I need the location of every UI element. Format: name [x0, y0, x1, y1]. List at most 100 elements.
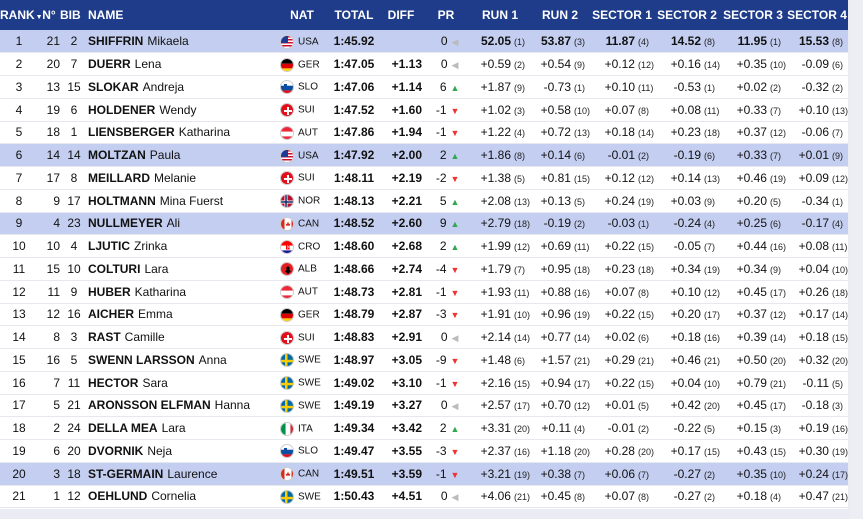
- col-diff-header[interactable]: DIFF: [387, 8, 415, 22]
- start-number-cell: 21: [46, 34, 60, 49]
- table-row[interactable]: 20 3 18 ST-GERMAIN Laurence CAN 1:49.51 +3.59 -1…: [0, 462, 848, 485]
- athlete-last-name[interactable]: DVORNIK: [88, 443, 144, 458]
- table-row[interactable]: 15 16 5 SWENN LARSSON Anna SWE 1:48.97 +3.05 -9 ▼…: [0, 348, 848, 372]
- table-row[interactable]: 4 19 6 HOLDENER Wendy SUI 1:47.52 +1.60 -1 ▼ +1.02…: [0, 98, 848, 121]
- athlete-last-name[interactable]: COLTURI: [88, 261, 141, 276]
- athlete-name-cell[interactable]: OEHLUND Cornelia: [88, 485, 276, 508]
- athlete-last-name[interactable]: MOLTZAN: [88, 148, 146, 163]
- athlete-first-name[interactable]: Katharina: [134, 284, 187, 299]
- table-row[interactable]: 19 6 20 DVORNIK Neja SLO 1:49.47 +3.55 -3 ▼ +2.37(…: [0, 439, 848, 463]
- athlete-first-name[interactable]: Emma: [138, 307, 173, 322]
- table-row[interactable]: 2 20 7 DUERR Lena GER 1:47.05 +1.13 0 ◀ +0.59 (2) +0…: [0, 52, 848, 76]
- col-rank-header[interactable]: RANK▼: [0, 8, 43, 22]
- athlete-name-cell[interactable]: DELLA MEA Lara: [88, 417, 276, 440]
- athlete-name-cell[interactable]: HUBER Katharina: [88, 280, 276, 303]
- athlete-name-cell[interactable]: RAST Camille: [88, 326, 276, 349]
- athlete-name-cell[interactable]: NULLMEYER Ali: [88, 212, 276, 235]
- athlete-last-name[interactable]: HOLDENER: [88, 102, 156, 117]
- athlete-last-name[interactable]: DELLA MEA: [88, 421, 158, 436]
- athlete-first-name[interactable]: Hanna: [214, 398, 251, 413]
- athlete-last-name[interactable]: LIENSBERGER: [88, 125, 175, 140]
- table-row[interactable]: 7 17 8 MEILLARD Melanie SUI 1:48.11 +2.19 -2 ▼ +1.…: [0, 166, 848, 190]
- athlete-last-name[interactable]: OEHLUND: [88, 489, 148, 504]
- athlete-last-name[interactable]: SLOKAR: [88, 79, 139, 94]
- athlete-name-cell[interactable]: SHIFFRIN Mikaela: [88, 30, 276, 53]
- col-pr-header[interactable]: PR: [437, 8, 455, 22]
- athlete-first-name[interactable]: Lena: [134, 57, 162, 72]
- table-row[interactable]: 17 5 21 ARONSSON ELFMAN Hanna SWE 1:49.19 +3.27…: [0, 394, 848, 417]
- athlete-first-name[interactable]: Sara: [142, 375, 168, 390]
- athlete-name-cell[interactable]: ST-GERMAIN Laurence: [88, 462, 276, 485]
- athlete-name-cell[interactable]: LIENSBERGER Katharina: [88, 121, 276, 144]
- athlete-last-name[interactable]: HOLTMANN: [88, 193, 156, 208]
- athlete-name-cell[interactable]: SWENN LARSSON Anna: [88, 349, 276, 372]
- table-row[interactable]: 12 11 9 HUBER Katharina AUT 1:48.73 +2.81 -1 ▼ +1.…: [0, 280, 848, 303]
- athlete-first-name[interactable]: Laurence: [167, 466, 218, 481]
- table-row[interactable]: 16 7 11 HECTOR Sara SWE 1:49.02 +3.10 -1 ▼ +2.16 (1…: [0, 371, 848, 394]
- table-row[interactable]: 10 10 4 LJUTIC Zrinka CRO 1:48.60 +2.68 2 ▲ +1.99(…: [0, 234, 848, 258]
- athlete-name-cell[interactable]: DVORNIK Neja: [88, 440, 276, 463]
- table-row[interactable]: 5 18 1 LIENSBERGER Katharina AUT 1:47.86 +1.94-…: [0, 121, 848, 144]
- athlete-name-cell[interactable]: HOLTMANN Mina Fuerst: [88, 189, 276, 212]
- athlete-first-name[interactable]: Mina Fuerst: [159, 193, 224, 208]
- table-row[interactable]: 13 12 16 AICHER Emma GER 1:48.79 +2.87 -3 ▼ +1.91(…: [0, 303, 848, 326]
- col-num-header[interactable]: N°: [42, 8, 56, 22]
- table-row[interactable]: 18 2 24 DELLA MEA Lara ITA 1:49.34 +3.42 2 ▲ +3.31…: [0, 416, 848, 440]
- athlete-first-name[interactable]: Melanie: [154, 170, 197, 185]
- scrollbar[interactable]: [849, 0, 863, 519]
- table-row[interactable]: 9 4 23 NULLMEYER Ali CAN 1:48.52 +2.60 9 ▲ +2.79 (1…: [0, 212, 848, 235]
- col-run2-header[interactable]: RUN 2: [541, 8, 578, 22]
- athlete-first-name[interactable]: Neja: [147, 443, 173, 458]
- athlete-name-cell[interactable]: MEILLARD Melanie: [88, 167, 276, 190]
- athlete-first-name[interactable]: Cornelia: [151, 489, 197, 504]
- athlete-last-name[interactable]: SHIFFRIN: [88, 34, 144, 49]
- athlete-last-name[interactable]: SWENN LARSSON: [88, 352, 195, 367]
- athlete-last-name[interactable]: RAST: [88, 330, 121, 345]
- athlete-name-cell[interactable]: HOLDENER Wendy: [88, 98, 276, 121]
- athlete-first-name[interactable]: Katharina: [178, 125, 231, 140]
- table-row[interactable]: 21 1 12 OEHLUND Cornelia SWE 1:50.43 +4.51 0 ◀ +4.…: [0, 485, 848, 508]
- athlete-name-cell[interactable]: LJUTIC Zrinka: [88, 235, 276, 258]
- athlete-name-cell[interactable]: ARONSSON ELFMAN Hanna: [88, 394, 276, 417]
- athlete-first-name[interactable]: Lara: [144, 261, 169, 276]
- athlete-first-name[interactable]: Paula: [149, 148, 181, 163]
- athlete-first-name[interactable]: Camille: [124, 330, 165, 345]
- athlete-first-name[interactable]: Mikaela: [147, 34, 189, 49]
- athlete-name-cell[interactable]: SLOKAR Andreja: [88, 76, 276, 99]
- table-row[interactable]: 11 15 10 COLTURI Lara ALB 1:48.66 +2.74 -4 ▼ +1.79…: [0, 257, 848, 281]
- athlete-last-name[interactable]: NULLMEYER: [88, 216, 163, 231]
- athlete-first-name[interactable]: Zrinka: [134, 239, 168, 254]
- athlete-first-name[interactable]: Anna: [198, 352, 227, 367]
- athlete-last-name[interactable]: HUBER: [88, 284, 131, 299]
- table-row[interactable]: 6 14 14 MOLTZAN Paula USA 1:47.92 +2.00 2 ▲ +1.86(…: [0, 143, 848, 167]
- athlete-last-name[interactable]: AICHER: [88, 307, 135, 322]
- col-run1-header[interactable]: RUN 1: [481, 8, 518, 22]
- athlete-name-cell[interactable]: HECTOR Sara: [88, 371, 276, 394]
- athlete-last-name[interactable]: DUERR: [88, 57, 131, 72]
- col-total-header[interactable]: TOTAL: [334, 8, 374, 22]
- athlete-name-cell[interactable]: DUERR Lena: [88, 53, 276, 76]
- table-row[interactable]: 3 13 15 SLOKAR Andreja SLO 1:47.06 +1.14 6 ▲ +1.87…: [0, 75, 848, 99]
- col-sector3-header[interactable]: SECTOR 3: [723, 8, 783, 22]
- athlete-name-cell[interactable]: AICHER Emma: [88, 303, 276, 326]
- athlete-first-name[interactable]: Lara: [161, 421, 186, 436]
- table-row[interactable]: 8 9 17 HOLTMANN Mina Fuerst NOR 1:48.13 +2.21 5 ▲…: [0, 189, 848, 212]
- table-row[interactable]: 14 8 3 RAST Camille SUI 1:48.83 +2.91 0 ◀ +2.14 (14…: [0, 325, 848, 349]
- athlete-last-name[interactable]: MEILLARD: [88, 170, 150, 185]
- athlete-first-name[interactable]: Andreja: [142, 79, 185, 94]
- athlete-name-cell[interactable]: MOLTZAN Paula: [88, 144, 276, 167]
- athlete-first-name[interactable]: Ali: [166, 216, 181, 231]
- athlete-name-cell[interactable]: COLTURI Lara: [88, 258, 276, 281]
- col-bib-header[interactable]: BIB: [60, 8, 81, 22]
- athlete-last-name[interactable]: LJUTIC: [88, 239, 130, 254]
- col-nat-header[interactable]: NAT: [290, 8, 314, 22]
- col-sector2-header[interactable]: SECTOR 2: [657, 8, 717, 22]
- athlete-last-name[interactable]: HECTOR: [88, 375, 139, 390]
- athlete-first-name[interactable]: Wendy: [159, 102, 197, 117]
- athlete-last-name[interactable]: ST-GERMAIN: [88, 466, 164, 481]
- col-sector1-header[interactable]: SECTOR 1: [592, 8, 652, 22]
- table-row[interactable]: 1 21 2 SHIFFRIN Mikaela USA 1:45.92 0 ◀ 52.05 (1) 5…: [0, 30, 848, 53]
- col-sector4-header[interactable]: SECTOR 4: [787, 8, 847, 22]
- athlete-last-name[interactable]: ARONSSON ELFMAN: [88, 398, 211, 413]
- col-name-header[interactable]: NAME: [88, 8, 124, 22]
